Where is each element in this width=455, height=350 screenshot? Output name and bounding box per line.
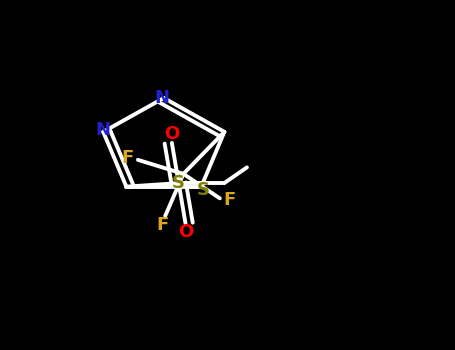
Text: N: N <box>96 121 111 139</box>
Text: S: S <box>197 181 210 199</box>
Text: F: F <box>122 149 134 167</box>
Text: S: S <box>172 174 185 192</box>
Text: O: O <box>164 125 179 143</box>
Text: O: O <box>178 223 193 241</box>
Text: F: F <box>157 216 169 233</box>
Text: F: F <box>224 191 236 209</box>
Text: N: N <box>154 89 169 107</box>
